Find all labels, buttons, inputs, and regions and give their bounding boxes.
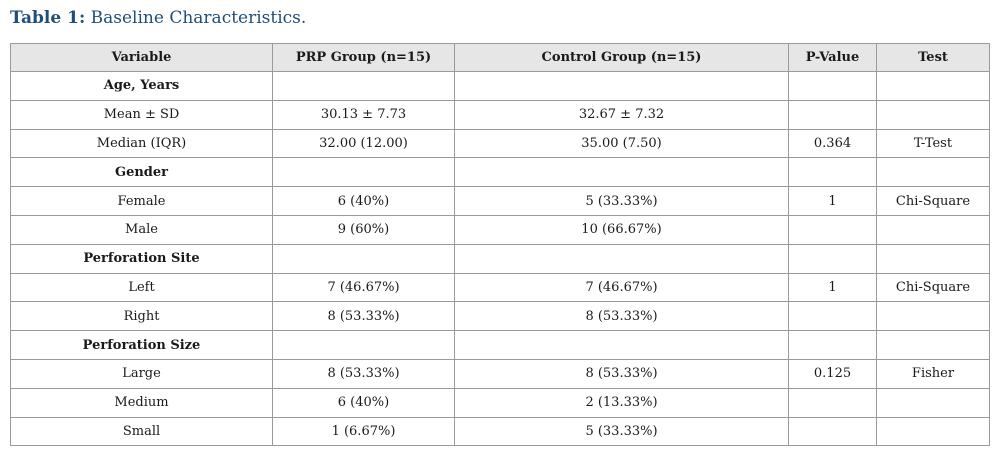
table-row: Female 6 (40%) 5 (33.33%) 1 Chi-Square xyxy=(10,186,990,216)
table-group-row: Perforation Site xyxy=(10,243,990,274)
header-p-value: P-Value xyxy=(788,43,877,72)
p-value-cell: 1 xyxy=(788,186,877,216)
prp-group-cell: 8 (53.33%) xyxy=(272,301,455,332)
variable-cell: Male xyxy=(10,214,273,245)
variable-cell: Left xyxy=(10,272,273,303)
p-value-cell xyxy=(788,99,877,130)
variable-cell: Large xyxy=(10,358,273,389)
table-group-row: Perforation Size xyxy=(10,330,990,360)
p-value-cell xyxy=(788,416,877,447)
p-value-cell xyxy=(788,214,877,245)
prp-group-cell: 32.00 (12.00) xyxy=(272,128,455,159)
variable-cell: Age, Years xyxy=(10,71,273,101)
p-value-cell: 0.125 xyxy=(788,358,877,389)
test-cell: Fisher xyxy=(876,358,990,389)
control-group-cell: 5 (33.33%) xyxy=(454,416,789,447)
p-value-cell xyxy=(788,71,877,101)
table-caption-text: Baseline Characteristics. xyxy=(90,8,307,28)
control-group-cell: 5 (33.33%) xyxy=(454,186,789,216)
header-test: Test xyxy=(876,43,990,72)
test-cell xyxy=(876,243,990,274)
baseline-characteristics-table: Variable PRP Group (n=15) Control Group … xyxy=(10,43,990,447)
table-row: Median (IQR) 32.00 (12.00) 35.00 (7.50) 0.3… xyxy=(10,128,990,159)
p-value-cell: 1 xyxy=(788,272,877,303)
p-value-cell: 0.364 xyxy=(788,128,877,159)
header-row: Variable PRP Group (n=15) Control Group … xyxy=(10,43,990,72)
test-cell: Chi-Square xyxy=(876,186,990,216)
variable-cell: Median (IQR) xyxy=(10,128,273,159)
variable-cell: Perforation Site xyxy=(10,243,273,274)
p-value-cell xyxy=(788,387,877,418)
control-group-cell: 32.67 ± 7.32 xyxy=(454,99,789,130)
variable-cell: Right xyxy=(10,301,273,332)
prp-group-cell: 6 (40%) xyxy=(272,387,455,418)
test-cell xyxy=(876,71,990,101)
table-row: Mean ± SD 30.13 ± 7.73 32.67 ± 7.32 xyxy=(10,99,990,130)
prp-group-cell: 6 (40%) xyxy=(272,186,455,216)
table-caption: Table 1: Baseline Characteristics. xyxy=(10,6,306,30)
prp-group-cell: 8 (53.33%) xyxy=(272,358,455,389)
test-cell: Chi-Square xyxy=(876,272,990,303)
test-cell xyxy=(876,99,990,130)
table-group-row: Gender xyxy=(10,157,990,188)
control-group-cell: 8 (53.33%) xyxy=(454,301,789,332)
variable-cell: Gender xyxy=(10,157,273,188)
test-cell xyxy=(876,387,990,418)
header-prp-group: PRP Group (n=15) xyxy=(272,43,455,72)
prp-group-cell: 7 (46.67%) xyxy=(272,272,455,303)
control-group-cell xyxy=(454,157,789,188)
prp-group-cell: 30.13 ± 7.73 xyxy=(272,99,455,130)
table-row: Left 7 (46.67%) 7 (46.67%) 1 Chi-Square xyxy=(10,272,990,303)
header-variable: Variable xyxy=(10,43,273,72)
control-group-cell: 10 (66.67%) xyxy=(454,214,789,245)
control-group-cell xyxy=(454,330,789,360)
prp-group-cell xyxy=(272,330,455,360)
control-group-cell: 2 (13.33%) xyxy=(454,387,789,418)
p-value-cell xyxy=(788,157,877,188)
test-cell xyxy=(876,301,990,332)
header-control-group: Control Group (n=15) xyxy=(454,43,789,72)
control-group-cell: 8 (53.33%) xyxy=(454,358,789,389)
prp-group-cell xyxy=(272,243,455,274)
variable-cell: Medium xyxy=(10,387,273,418)
prp-group-cell: 1 (6.67%) xyxy=(272,416,455,447)
variable-cell: Female xyxy=(10,186,273,216)
variable-cell: Small xyxy=(10,416,273,447)
table-caption-label: Table 1: xyxy=(10,8,86,28)
variable-cell: Perforation Size xyxy=(10,330,273,360)
control-group-cell: 7 (46.67%) xyxy=(454,272,789,303)
prp-group-cell xyxy=(272,157,455,188)
p-value-cell xyxy=(788,243,877,274)
test-cell xyxy=(876,157,990,188)
table-row: Right 8 (53.33%) 8 (53.33%) xyxy=(10,301,990,332)
p-value-cell xyxy=(788,330,877,360)
table-group-row: Age, Years xyxy=(10,71,990,101)
table-header: Variable PRP Group (n=15) Control Group … xyxy=(10,43,990,72)
control-group-cell: 35.00 (7.50) xyxy=(454,128,789,159)
table-row: Male 9 (60%) 10 (66.67%) xyxy=(10,214,990,245)
table-body: Age, Years Mean ± SD 30.13 ± 7.73 32.67 ± 7… xyxy=(10,71,990,447)
control-group-cell xyxy=(454,243,789,274)
p-value-cell xyxy=(788,301,877,332)
control-group-cell xyxy=(454,71,789,101)
test-cell xyxy=(876,416,990,447)
variable-cell: Mean ± SD xyxy=(10,99,273,130)
table-row: Small 1 (6.67%) 5 (33.33%) xyxy=(10,416,990,447)
prp-group-cell: 9 (60%) xyxy=(272,214,455,245)
test-cell xyxy=(876,330,990,360)
test-cell: T-Test xyxy=(876,128,990,159)
prp-group-cell xyxy=(272,71,455,101)
table-row: Medium 6 (40%) 2 (13.33%) xyxy=(10,387,990,418)
test-cell xyxy=(876,214,990,245)
table-row: Large 8 (53.33%) 8 (53.33%) 0.125 Fisher xyxy=(10,358,990,389)
